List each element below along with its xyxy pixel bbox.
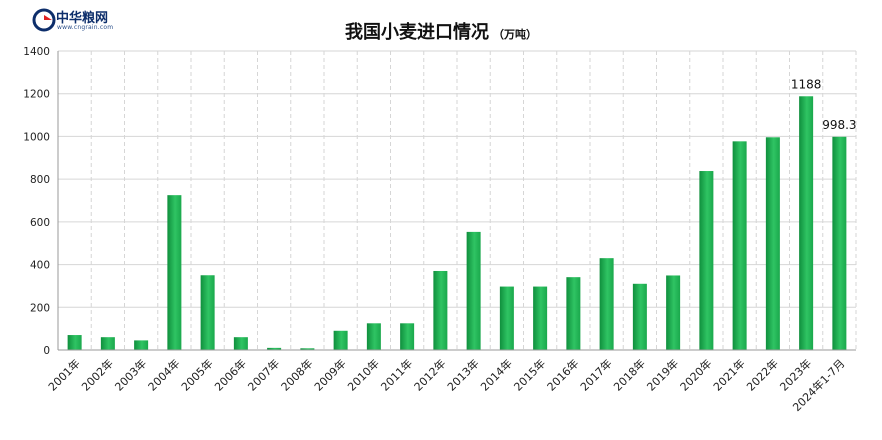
x-tick-label: 2016年 — [544, 356, 581, 393]
bar — [300, 348, 315, 350]
logo-url: www.cngrain.com — [57, 24, 114, 31]
bar — [632, 283, 647, 350]
bar — [267, 347, 282, 350]
y-tick-label: 800 — [30, 174, 50, 186]
bar — [366, 323, 381, 350]
bar — [100, 337, 115, 350]
bar — [67, 335, 82, 350]
grid-lines — [57, 50, 857, 351]
x-tick-label: 2006年 — [212, 356, 249, 393]
logo: 中华粮网 www.cngrain.com — [32, 8, 142, 38]
x-tick-label: 2009年 — [311, 356, 348, 393]
y-tick-label: 400 — [30, 260, 50, 272]
bar — [167, 195, 182, 350]
data-labels: 1188 998.3 — [791, 77, 857, 132]
x-tick-label: 2005年 — [178, 356, 215, 393]
bar — [134, 340, 149, 350]
bars — [67, 96, 847, 350]
bar — [400, 323, 415, 350]
bar — [599, 258, 614, 350]
x-tick-label: 2008年 — [278, 356, 315, 393]
bar — [566, 277, 581, 350]
y-tick-label: 1400 — [23, 46, 50, 58]
data-label: 1188 — [791, 77, 822, 91]
bar — [666, 275, 681, 350]
x-tick-label: 2022年 — [744, 356, 781, 393]
x-tick-label: 2002年 — [79, 356, 116, 393]
x-tick-label: 2015年 — [511, 356, 548, 393]
logo-name: 中华粮网 — [56, 11, 109, 26]
bar — [799, 96, 814, 350]
x-axis: 2001年2002年2003年2004年2005年2006年2007年2008年… — [45, 349, 856, 414]
y-tick-label: 0 — [43, 345, 50, 357]
x-tick-label: 2014年 — [478, 356, 515, 393]
y-tick-label: 1200 — [23, 89, 50, 101]
x-tick-label: 2021年 — [710, 356, 747, 393]
chart-unit: （万吨） — [493, 28, 537, 41]
chart-title-block: 我国小麦进口情况 （万吨） — [0, 18, 882, 44]
x-tick-label: 2017年 — [577, 356, 614, 393]
bar — [832, 136, 847, 350]
bar — [699, 171, 714, 350]
x-tick-label: 2003年 — [112, 356, 149, 393]
bar — [200, 275, 215, 350]
x-tick-label: 2012年 — [411, 356, 448, 393]
y-axis: 0 200 400 600 800 1000 1200 1400 — [23, 46, 59, 357]
x-tick-label: 2013年 — [444, 356, 481, 393]
bar — [233, 337, 248, 350]
x-tick-label: 2004年 — [145, 356, 182, 393]
x-tick-label: 2018年 — [611, 356, 648, 393]
y-tick-label: 1000 — [23, 131, 50, 143]
x-tick-label: 2001年 — [45, 356, 82, 393]
y-tick-label: 200 — [30, 302, 50, 314]
bar — [533, 286, 548, 350]
x-tick-label: 2020年 — [677, 356, 714, 393]
cngrain-logo-icon — [32, 8, 56, 32]
x-tick-label: 2019年 — [644, 356, 681, 393]
y-tick-label: 600 — [30, 217, 50, 229]
chart-title: 我国小麦进口情况 — [345, 22, 489, 43]
x-tick-label: 2010年 — [345, 356, 382, 393]
bar — [466, 231, 481, 350]
bar — [333, 330, 348, 350]
bar — [765, 137, 780, 350]
data-label: 998.3 — [822, 118, 856, 132]
x-tick-label: 2007年 — [245, 356, 282, 393]
bar — [499, 286, 514, 350]
bar — [732, 141, 747, 350]
bar — [433, 270, 448, 350]
x-tick-label: 2011年 — [378, 356, 415, 393]
